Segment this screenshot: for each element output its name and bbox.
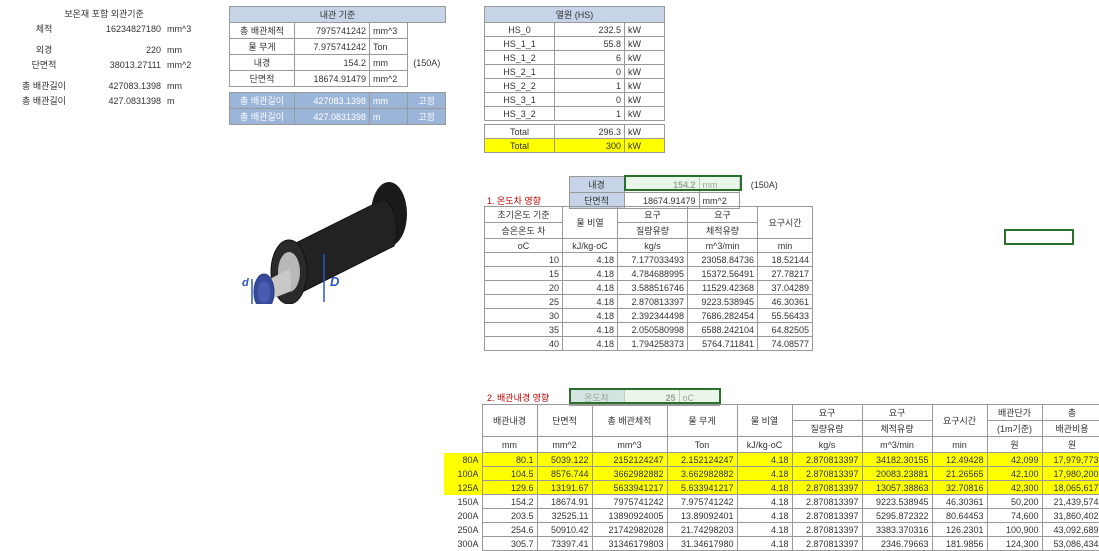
table-row: 104.187.17703349323058.8473618.52144 bbox=[485, 253, 813, 267]
table-row: 80A80.15039.12221521242472.1521242474.18… bbox=[444, 453, 1099, 467]
table-row: 300A305.773397.413134617980331.346179804… bbox=[444, 537, 1099, 551]
table-row: 404.181.7942583735764.71184174.08577 bbox=[485, 337, 813, 351]
svg-text:D: D bbox=[330, 274, 340, 289]
outer-spec-title: 보온재 포함 외관기준 bbox=[14, 6, 194, 21]
table-row: 200A203.532525.111389092400513.890924014… bbox=[444, 509, 1099, 523]
active-cell[interactable] bbox=[1004, 229, 1074, 245]
inner-spec-table: 내관 기준 총 배관체적7975741242mm^3 물 무게7.9757412… bbox=[229, 6, 446, 125]
table-row: 354.182.0505809986588.24210464.82505 bbox=[485, 323, 813, 337]
table-row: 254.182.8708133979223.53894546.30361 bbox=[485, 295, 813, 309]
table-row: 204.183.58851674611529.4236837.04289 bbox=[485, 281, 813, 295]
pipe-diagram: d D bbox=[234, 174, 434, 304]
outer-spec-table: 보온재 포함 외관기준 체적16234827180mm^3 외경220mm 단면… bbox=[14, 6, 194, 108]
inner-spec-title: 내관 기준 bbox=[230, 7, 446, 23]
section2-table: 배관내경 단면적 총 배관체적 물 무게 물 비열 요구 요구 요구시간 배관단… bbox=[444, 404, 1099, 551]
heat-source-title: 열원 (HS) bbox=[485, 7, 665, 23]
table-row: 304.182.3923444987686.28245455.56433 bbox=[485, 309, 813, 323]
table-row: 100A104.58576.74436629828823.6629828824.… bbox=[444, 467, 1099, 481]
table-row: 125A129.613191.6756339412175.6339412174.… bbox=[444, 481, 1099, 495]
table-row: 150A154.218674.9179757412427.9757412424.… bbox=[444, 495, 1099, 509]
heat-source-table: 열원 (HS) HS_0232.5kW HS_1_155.8kW HS_1_26… bbox=[484, 6, 665, 153]
table-row: 154.184.78468899515372.5649127.78217 bbox=[485, 267, 813, 281]
section1-table: 초기온도 기준 물 비열 요구 요구 요구시간 승온온도 차 질량유량 체적유량… bbox=[484, 206, 813, 351]
table-row: 250A254.650910.422174298202821.742982034… bbox=[444, 523, 1099, 537]
section1-header: 내경 154.2 mm (150A) 1. 온도차 영향 단면적 18674.9… bbox=[484, 176, 789, 209]
svg-text:d: d bbox=[242, 277, 249, 289]
